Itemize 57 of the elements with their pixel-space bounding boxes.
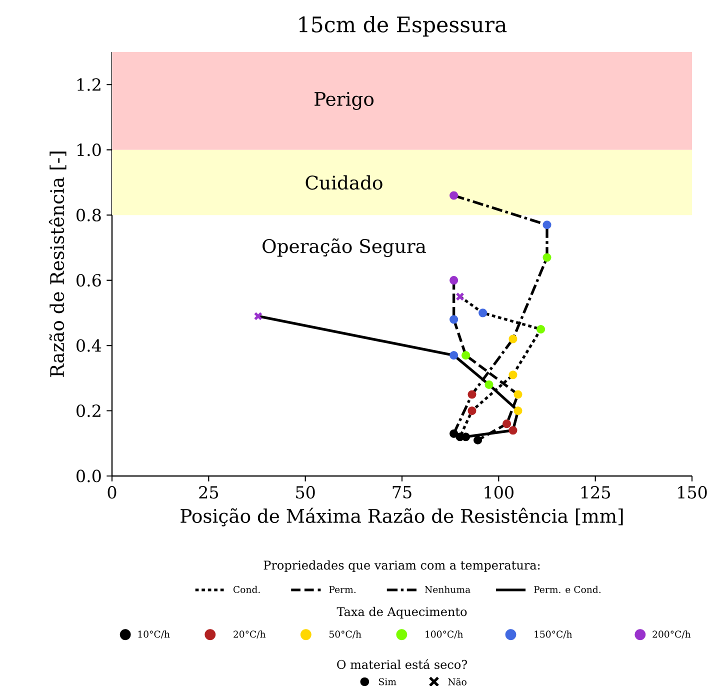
- point: [474, 436, 482, 444]
- legend-label: 100°C/h: [426, 630, 463, 638]
- y-tick-label: 1.2: [77, 78, 100, 91]
- point: [254, 312, 263, 321]
- point: [508, 334, 518, 344]
- point: [536, 324, 546, 334]
- point: [478, 308, 488, 318]
- legend-label: Nenhuma: [424, 586, 470, 594]
- x-tick-label: 50: [296, 486, 315, 499]
- legend-label: Cond.: [233, 586, 260, 594]
- point: [450, 191, 458, 200]
- x-tick-label: 0: [108, 486, 116, 499]
- point: [542, 253, 552, 262]
- legend-label: 50°C/h: [330, 630, 362, 638]
- point: [462, 351, 470, 360]
- chart-title: 15cm de Espessura: [299, 16, 507, 37]
- point: [450, 276, 458, 285]
- point: [468, 390, 476, 399]
- legend-label: Perm. e Cond.: [534, 586, 600, 594]
- x-tick-label: 100: [484, 486, 514, 499]
- y-tick-label: 1.0: [77, 144, 101, 156]
- point: [450, 429, 458, 438]
- y-tick-label: 0.2: [76, 404, 100, 418]
- point: [484, 380, 494, 389]
- point: [508, 426, 518, 435]
- legend-label: 10°C/h: [138, 630, 170, 638]
- y-tick-label: 0.0: [76, 470, 101, 482]
- point: [514, 406, 522, 416]
- point: [508, 370, 518, 380]
- point: [502, 420, 512, 428]
- annotation: Operação Segura: [262, 238, 426, 258]
- band-label: Cuidado: [306, 175, 382, 190]
- legend-label: 20°C/h: [234, 630, 266, 638]
- legend-title: Propriedades que variam com a temperatura:: [264, 560, 540, 572]
- point: [542, 220, 552, 230]
- x-tick-label: 125: [581, 486, 610, 499]
- legend-label: Perm.: [329, 586, 356, 594]
- y-tick-label: 0.4: [76, 339, 102, 352]
- point: [468, 406, 476, 416]
- x-tick-label: 25: [199, 486, 218, 499]
- legend-label: 150°C/h: [534, 630, 572, 638]
- legend-label: 200°C/h: [652, 630, 691, 638]
- y-tick-label: 0.6: [76, 274, 101, 287]
- text: Sim: [379, 678, 396, 686]
- point: [456, 292, 464, 301]
- x-axis-title: Posição de Máxima Razão de Resistência [mm]: [180, 508, 623, 526]
- x-tick-label: 75: [392, 486, 412, 498]
- band-label: Perigo: [314, 92, 374, 110]
- text: O material está seco?: [337, 659, 468, 670]
- text: Taxa de Aquecimento: [336, 606, 467, 618]
- text: Não: [448, 678, 466, 686]
- x-tick-label: 150: [678, 486, 707, 499]
- y-axis-title: Razão de Resistência [-]: [48, 152, 66, 377]
- point: [514, 390, 522, 399]
- point: [450, 315, 458, 324]
- y-tick-label: 0.8: [76, 208, 101, 222]
- point: [450, 351, 458, 360]
